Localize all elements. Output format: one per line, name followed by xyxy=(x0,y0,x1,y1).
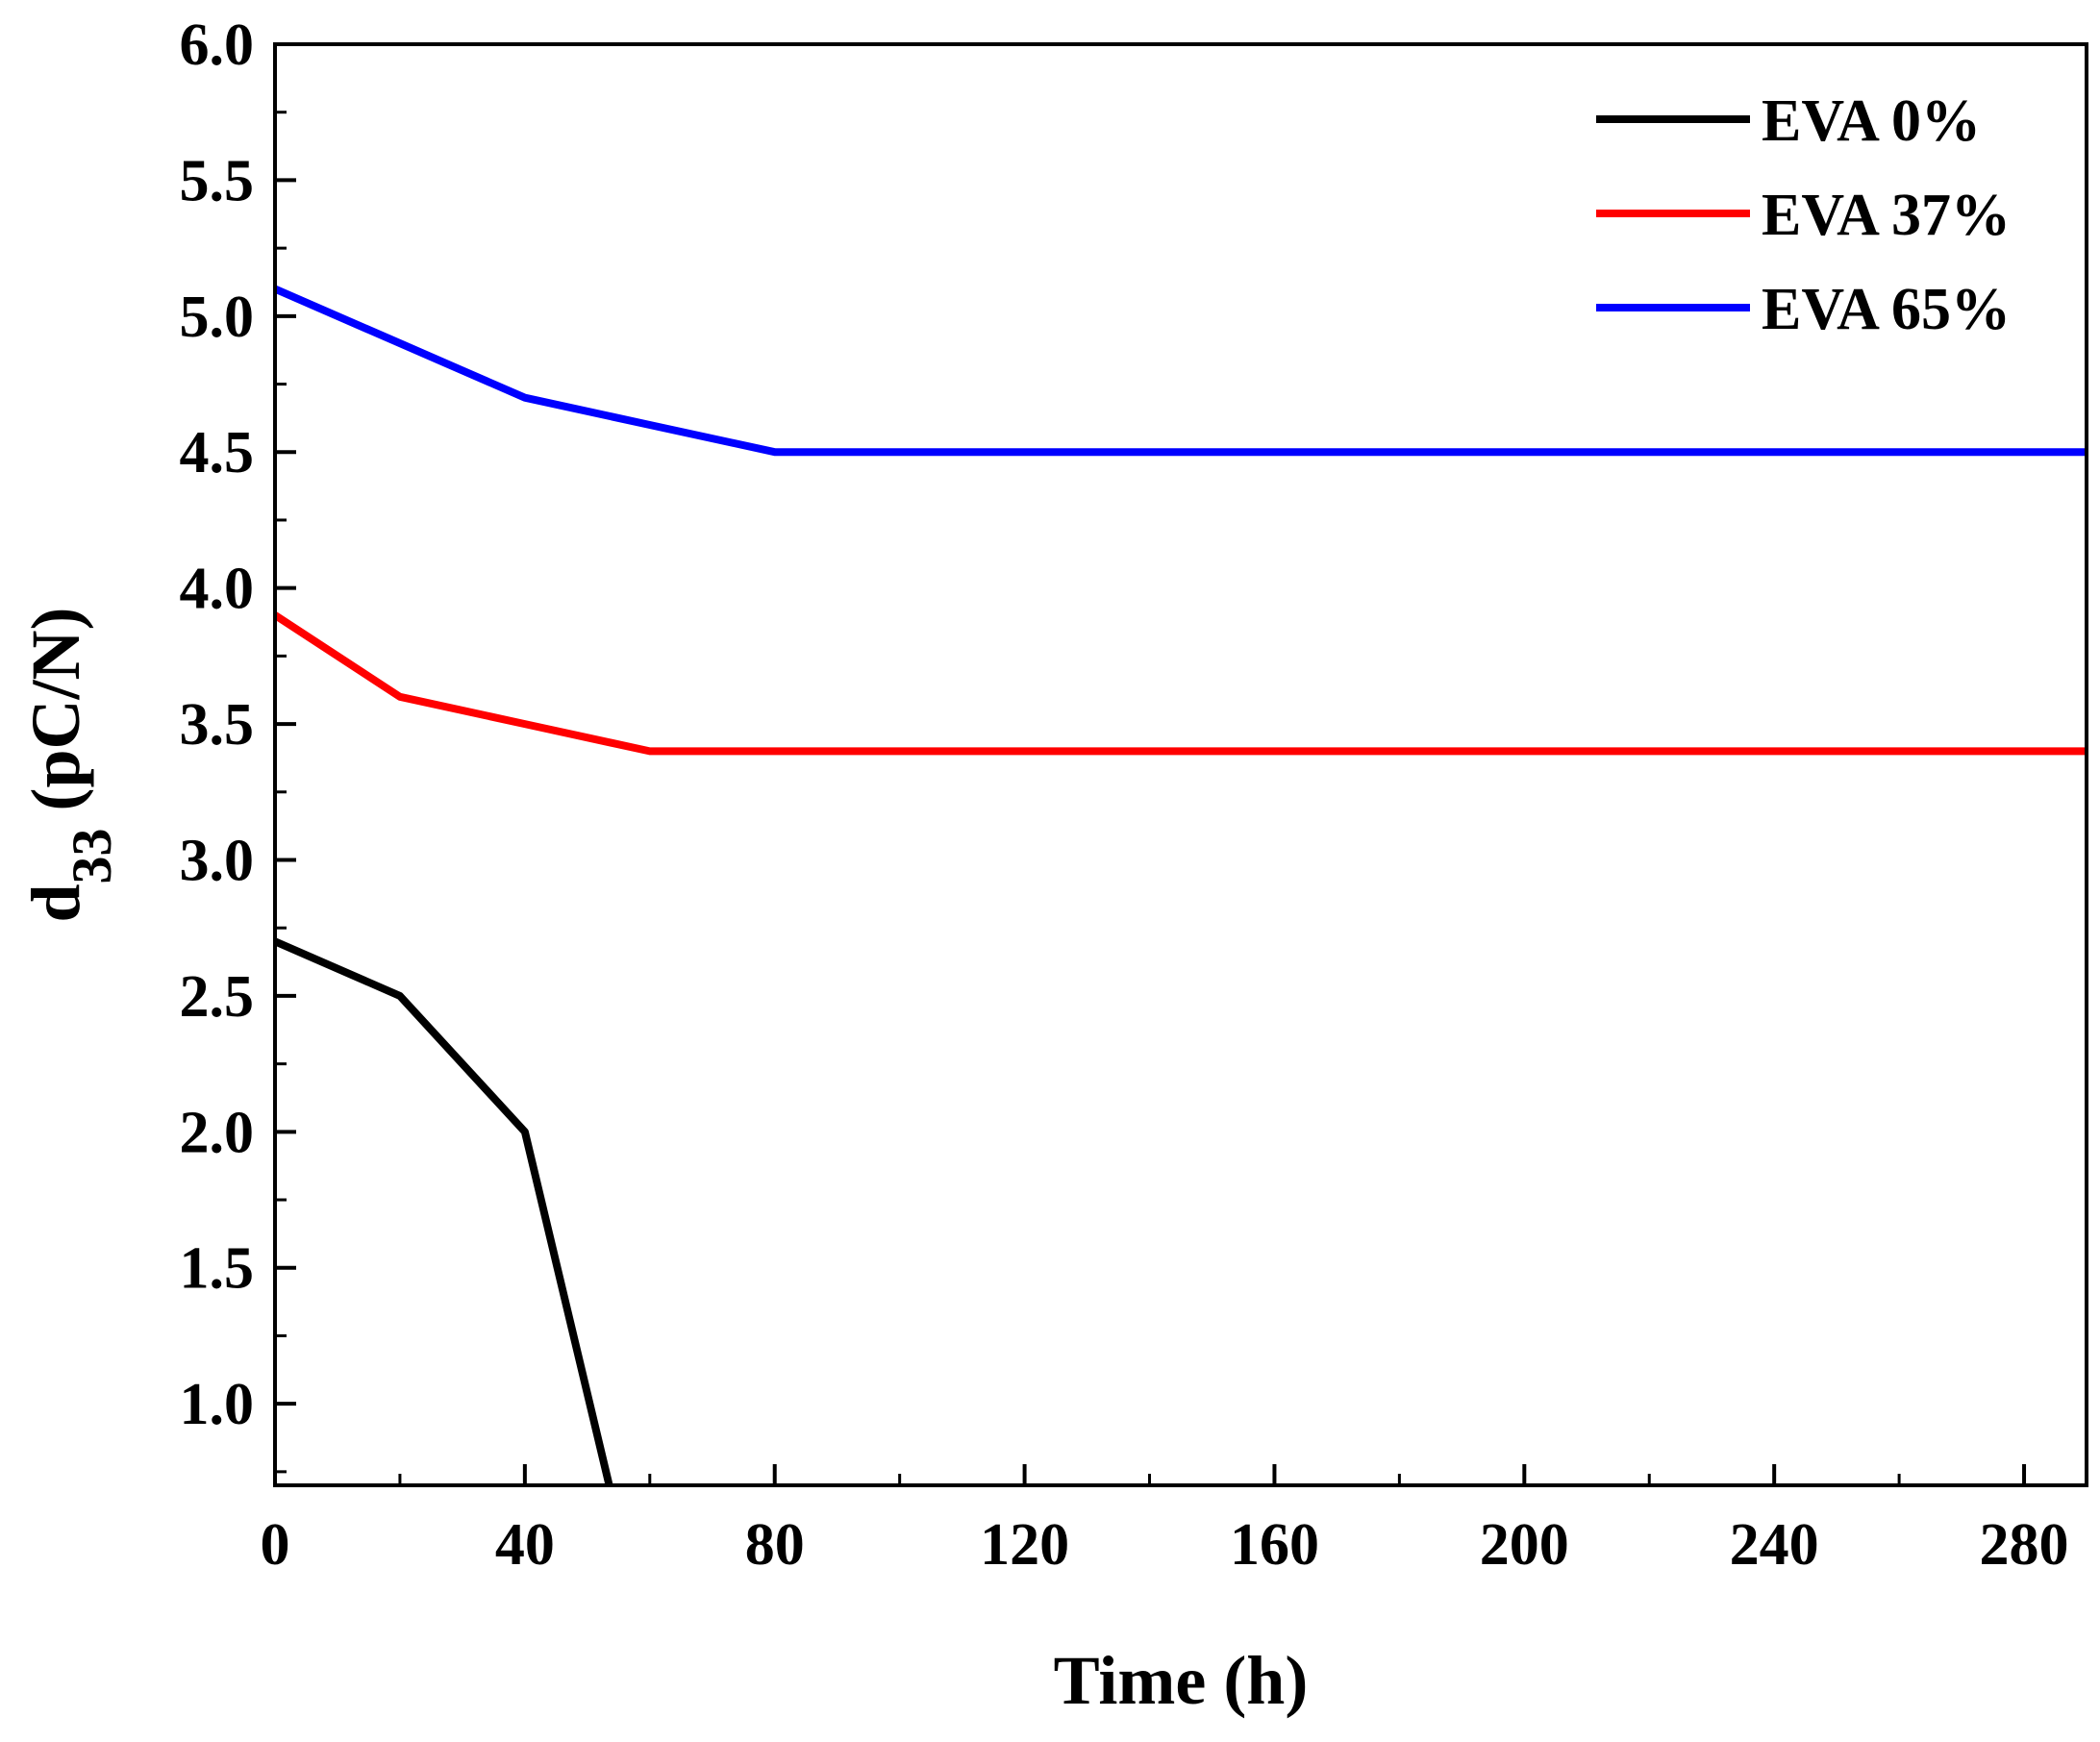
x-tick-label: 160 xyxy=(1230,1512,1319,1578)
x-axis-title: Time (h) xyxy=(1054,1642,1309,1719)
x-axis-tick-labels: 0 40 80 120 160 200 240 280 xyxy=(261,1512,2069,1578)
y-tick-label: 1.5 xyxy=(180,1236,255,1302)
x-tick-label: 120 xyxy=(980,1512,1069,1578)
x-tick-label: 80 xyxy=(745,1512,805,1578)
y-axis-title: d33 (pC/N) xyxy=(17,607,123,922)
y-tick-label: 4.0 xyxy=(180,557,255,622)
plot-area-frame xyxy=(273,42,2088,1487)
y-tick-label: 4.5 xyxy=(180,420,255,485)
x-tick-label: 240 xyxy=(1730,1512,1819,1578)
y-tick-label: 6.0 xyxy=(180,12,255,78)
y-tick-label: 2.0 xyxy=(180,1100,255,1165)
y-tick-label: 1.0 xyxy=(180,1372,255,1437)
x-tick-label: 0 xyxy=(261,1512,290,1578)
x-tick-label: 200 xyxy=(1480,1512,1569,1578)
series-line-1 xyxy=(275,937,613,1485)
series-line-3 xyxy=(275,285,2087,457)
y-axis-title-subscript: 33 xyxy=(61,828,123,883)
y-tick-label: 3.5 xyxy=(180,692,255,758)
x-tick-label: 280 xyxy=(1980,1512,2069,1578)
y-tick-label: 5.5 xyxy=(180,148,255,213)
axis-ticks xyxy=(273,42,2027,1485)
legend-label-1: EVA 0% xyxy=(1762,88,1981,154)
y-axis-title-main: d xyxy=(17,883,94,922)
legend: EVA 0% EVA 37% EVA 65% xyxy=(1596,88,2011,342)
legend-label-3: EVA 65% xyxy=(1762,277,2011,342)
y-axis-title-unit: (pC/N) xyxy=(17,607,94,828)
x-tick-label: 40 xyxy=(495,1512,555,1578)
series-line-2 xyxy=(275,611,2087,756)
y-axis-tick-labels: 1.0 1.5 2.0 2.5 3.0 3.5 4.0 4.5 5.0 5.5 6.0 xyxy=(180,12,255,1437)
legend-label-2: EVA 37% xyxy=(1762,183,2011,248)
y-tick-label: 3.0 xyxy=(180,828,255,893)
y-tick-label: 5.0 xyxy=(180,285,255,350)
y-tick-label: 2.5 xyxy=(180,964,255,1030)
series-layer xyxy=(275,285,2087,1485)
